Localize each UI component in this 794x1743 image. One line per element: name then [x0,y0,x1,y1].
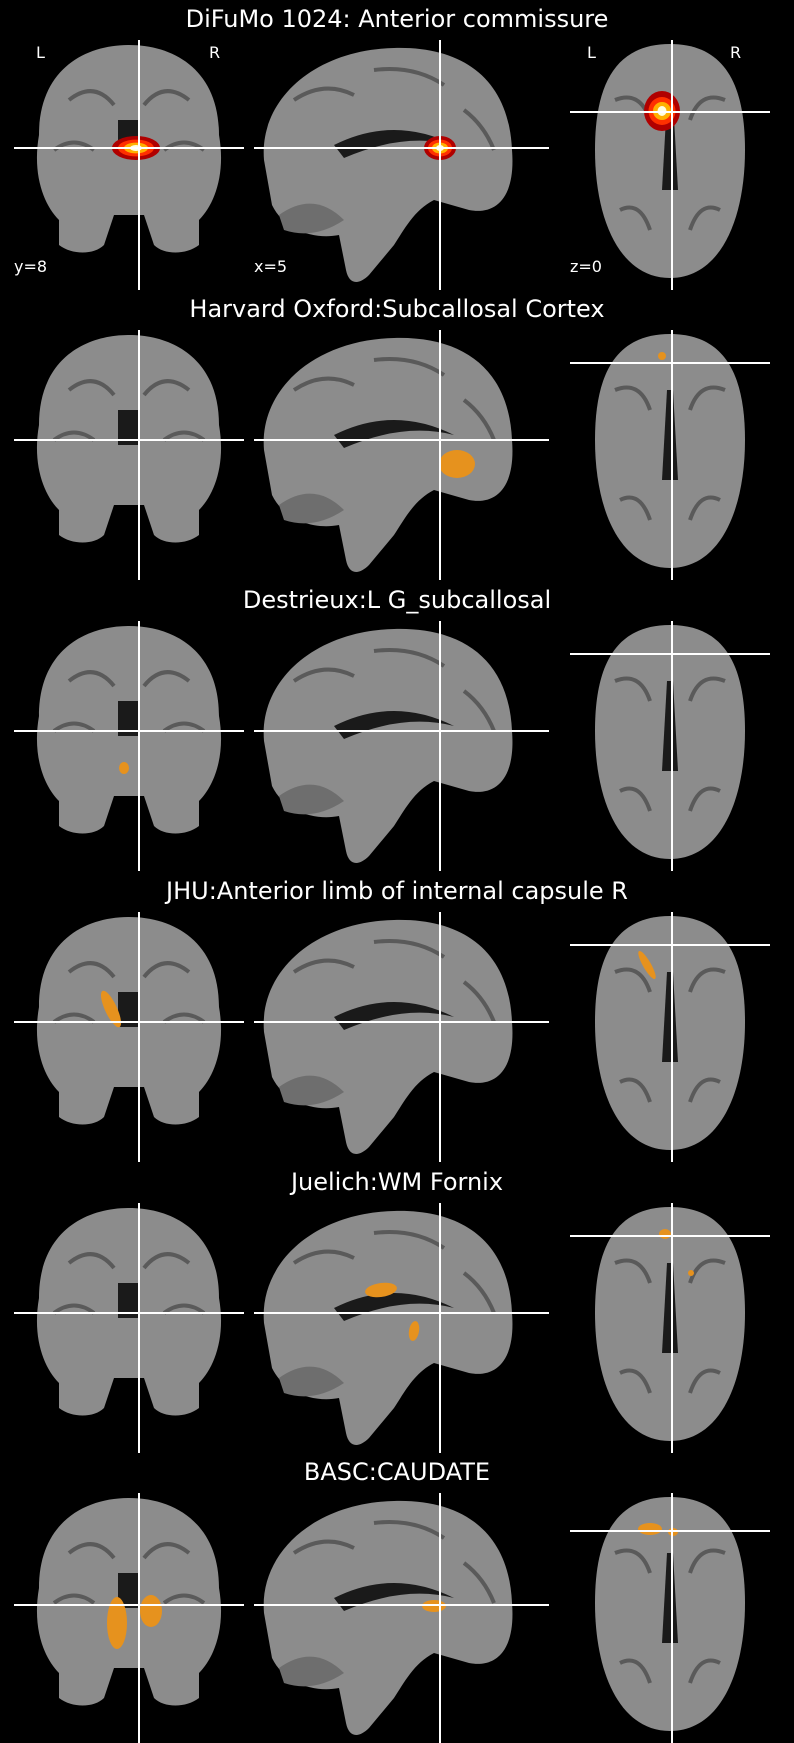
axial-ventricles [662,1263,678,1353]
orientation-right-label: R [209,43,221,62]
axial-view [570,1493,770,1743]
overlay-region [659,1229,671,1239]
axial-ventricles [662,681,678,771]
axial-sulci [614,385,726,521]
sagittal-brain-silhouette [263,337,513,572]
orientation-left-label: L [587,43,596,62]
coronal-sulci [52,1542,206,1605]
coronal-sulci [52,379,206,442]
overlay-region [658,352,666,360]
overlay-region [439,450,475,478]
panel-title: JHU:Anterior limb of internal capsule R [166,877,628,905]
coronal-view [14,912,244,1162]
sagittal-ventricle [334,1002,454,1030]
coordinate-label: z=0 [570,257,602,276]
overlay-region [365,1282,397,1298]
coronal-view [14,40,244,290]
orientation-left-label: L [36,43,45,62]
atlas-panel: JHU:Anterior limb of internal capsule R [0,872,794,1162]
sagittal-ventricle [334,711,454,739]
coronal-view [14,330,244,580]
atlas-panel: Juelich:WM Fornix [0,1163,794,1453]
coronal-view [14,621,244,871]
axial-sulci [614,1548,726,1684]
overlay-region [408,1321,420,1341]
axial-ventricles [662,390,678,480]
overlay-region [688,1270,694,1276]
axial-sulci [614,95,726,231]
sagittal-brain-silhouette [263,1500,513,1735]
sagittal-view [254,40,549,290]
axial-view [570,1203,770,1453]
overlay-region [100,990,122,1028]
axial-view [570,40,770,290]
coronal-sulci [52,1252,206,1315]
atlas-panel: BASC:CAUDATE [0,1453,794,1743]
overlay-region [638,1523,662,1535]
axial-ventricles [662,972,678,1062]
coordinate-label: y=8 [14,257,48,276]
sagittal-cerebellum [279,1656,344,1687]
overlay-region [140,1595,162,1627]
sagittal-sulci [292,648,496,732]
sagittal-cerebellum [279,784,344,815]
coronal-sulci [52,89,206,152]
overlay-region [107,1597,127,1649]
sagittal-view [254,912,549,1162]
panel-title: BASC:CAUDATE [303,1458,491,1486]
sagittal-sulci [292,357,496,441]
sagittal-cerebellum [279,203,344,234]
sagittal-ventricle [334,420,454,448]
sagittal-view [254,330,549,580]
sagittal-ventricle [334,130,454,158]
sagittal-sulci [292,1230,496,1314]
panel-title: DiFuMo 1024: Anterior commissure [185,5,609,33]
axial-sulci [614,967,726,1103]
axial-ventricles [662,1553,678,1643]
atlas-panel: Destrieux:L G_subcallosal [0,581,794,871]
coronal-ventricles [118,701,140,736]
orientation-right-label: R [730,43,742,62]
axial-view [570,330,770,580]
sagittal-view [254,621,549,871]
coronal-sulci [52,961,206,1024]
atlas-panel: Harvard Oxford:Subcallosal Cortex [0,290,794,580]
sagittal-cerebellum [279,1075,344,1106]
axial-sulci [614,1258,726,1394]
sagittal-cerebellum [279,1366,344,1397]
coronal-ventricles [118,410,140,445]
sagittal-sulci [292,1520,496,1604]
sagittal-brain-silhouette [263,47,513,282]
overlay-region [119,762,129,774]
coronal-sulci [52,670,206,733]
sagittal-sulci [292,67,496,151]
sagittal-ventricle [334,1583,454,1611]
panel-title: Harvard Oxford:Subcallosal Cortex [189,295,605,323]
sagittal-brain-silhouette [263,919,513,1154]
axial-view [570,912,770,1162]
sagittal-ventricle [334,1293,454,1321]
sagittal-view [254,1203,549,1453]
panel-title: Juelich:WM Fornix [290,1168,504,1196]
sagittal-view [254,1493,549,1743]
axial-sulci [614,676,726,812]
coordinate-label: x=5 [254,257,288,276]
coronal-ventricles [118,1283,140,1318]
sagittal-brain-silhouette [263,628,513,863]
panel-title: Destrieux:L G_subcallosal [242,586,552,614]
sagittal-cerebellum [279,493,344,524]
coronal-view [14,1493,244,1743]
sagittal-sulci [292,939,496,1023]
coronal-ventricles [118,992,140,1027]
overlay-region [638,951,656,979]
axial-view [570,621,770,871]
coronal-ventricles [118,1573,140,1608]
sagittal-brain-silhouette [263,1210,513,1445]
coronal-view [14,1203,244,1453]
